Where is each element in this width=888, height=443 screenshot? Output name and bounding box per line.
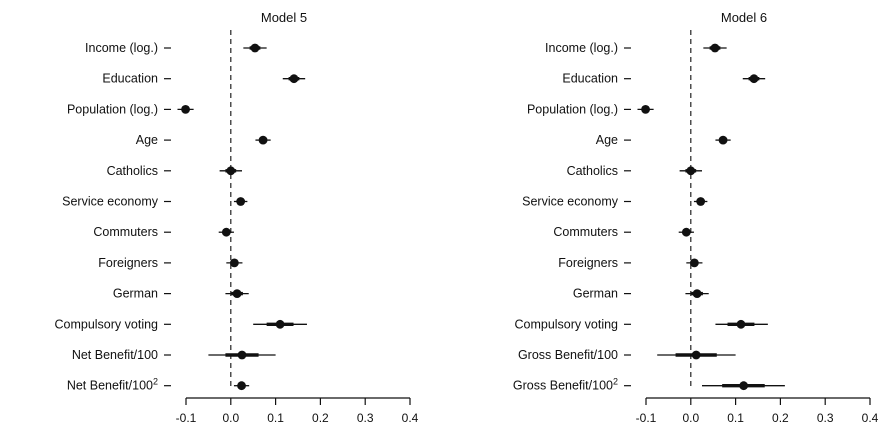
row-label: Commuters: [553, 225, 618, 239]
panel-title: Model 6: [721, 10, 767, 25]
row-label: Age: [596, 133, 618, 147]
point-estimate: [718, 135, 728, 145]
point-estimate: [692, 289, 702, 298]
row-label: Catholics: [567, 164, 618, 178]
point-estimate: [686, 166, 696, 176]
row-label: Income (log.): [85, 41, 158, 55]
point-estimate: [696, 197, 706, 206]
row-label: Education: [102, 72, 158, 86]
x-tick-label: 0.2: [772, 411, 789, 425]
point-estimate: [641, 105, 650, 114]
point-estimate: [681, 227, 691, 237]
point-estimate: [221, 227, 231, 237]
row-label: Compulsory voting: [54, 317, 158, 331]
x-tick-label: 0.0: [682, 411, 699, 425]
row-label: Income (log.): [545, 41, 618, 55]
x-tick-label: -0.1: [636, 411, 657, 425]
x-tick-label: 0.3: [817, 411, 834, 425]
point-estimate: [275, 319, 285, 329]
x-tick-label: 0.2: [312, 411, 329, 425]
row-label: Gross Benefit/1002: [513, 377, 618, 393]
model-6-panel: Model 6 -0.1 0.0 0.1 0.2 0.3 0.4 Income (log.) E…: [513, 10, 879, 425]
point-estimate: [289, 74, 299, 84]
row-label-superscript: 2: [613, 377, 618, 387]
point-estimate: [226, 166, 236, 176]
row-label: Net Benefit/1002: [67, 377, 158, 393]
row-label: Compulsory voting: [514, 317, 618, 331]
point-estimate: [181, 105, 190, 114]
point-estimate: [739, 381, 749, 391]
point-estimate: [691, 350, 701, 360]
x-tick-label: 0.3: [357, 411, 374, 425]
row-label: Catholics: [107, 164, 158, 178]
x-tick-label: 0.0: [222, 411, 239, 425]
point-estimate: [250, 43, 260, 53]
point-estimate: [689, 258, 699, 268]
point-estimate: [237, 381, 246, 391]
row-label: Age: [136, 133, 158, 147]
point-estimate: [710, 43, 720, 53]
point-estimate: [236, 197, 246, 206]
x-tick-label: 0.4: [862, 411, 879, 425]
model-5-panel: Model 5 -0.1 0.0 0.1 0.2 0.3 0.4 Income (log.) E…: [54, 10, 418, 425]
row-label-superscript: 2: [153, 377, 158, 387]
row-label: Commuters: [93, 225, 158, 239]
point-estimate: [736, 319, 746, 329]
row-label: German: [573, 287, 618, 301]
row-label: Foreigners: [98, 256, 158, 270]
row-label: Population (log.): [67, 102, 158, 116]
point-estimate: [232, 289, 242, 298]
row-label: Gross Benefit/100: [518, 348, 618, 362]
row-label: Education: [562, 72, 618, 86]
row-label: German: [113, 287, 158, 301]
x-tick-label: 0.4: [402, 411, 419, 425]
point-estimate: [749, 74, 759, 84]
point-estimate: [237, 350, 247, 360]
point-estimate: [229, 258, 239, 268]
row-label: Foreigners: [558, 256, 618, 270]
row-label: Net Benefit/100: [72, 348, 158, 362]
row-label: Service economy: [62, 195, 159, 209]
x-tick-label: 0.1: [267, 411, 284, 425]
point-estimate: [258, 135, 268, 145]
row-label: Population (log.): [527, 102, 618, 116]
x-tick-label: -0.1: [176, 411, 197, 425]
x-tick-label: 0.1: [727, 411, 744, 425]
panel-title: Model 5: [261, 10, 307, 25]
row-label: Service economy: [522, 195, 619, 209]
